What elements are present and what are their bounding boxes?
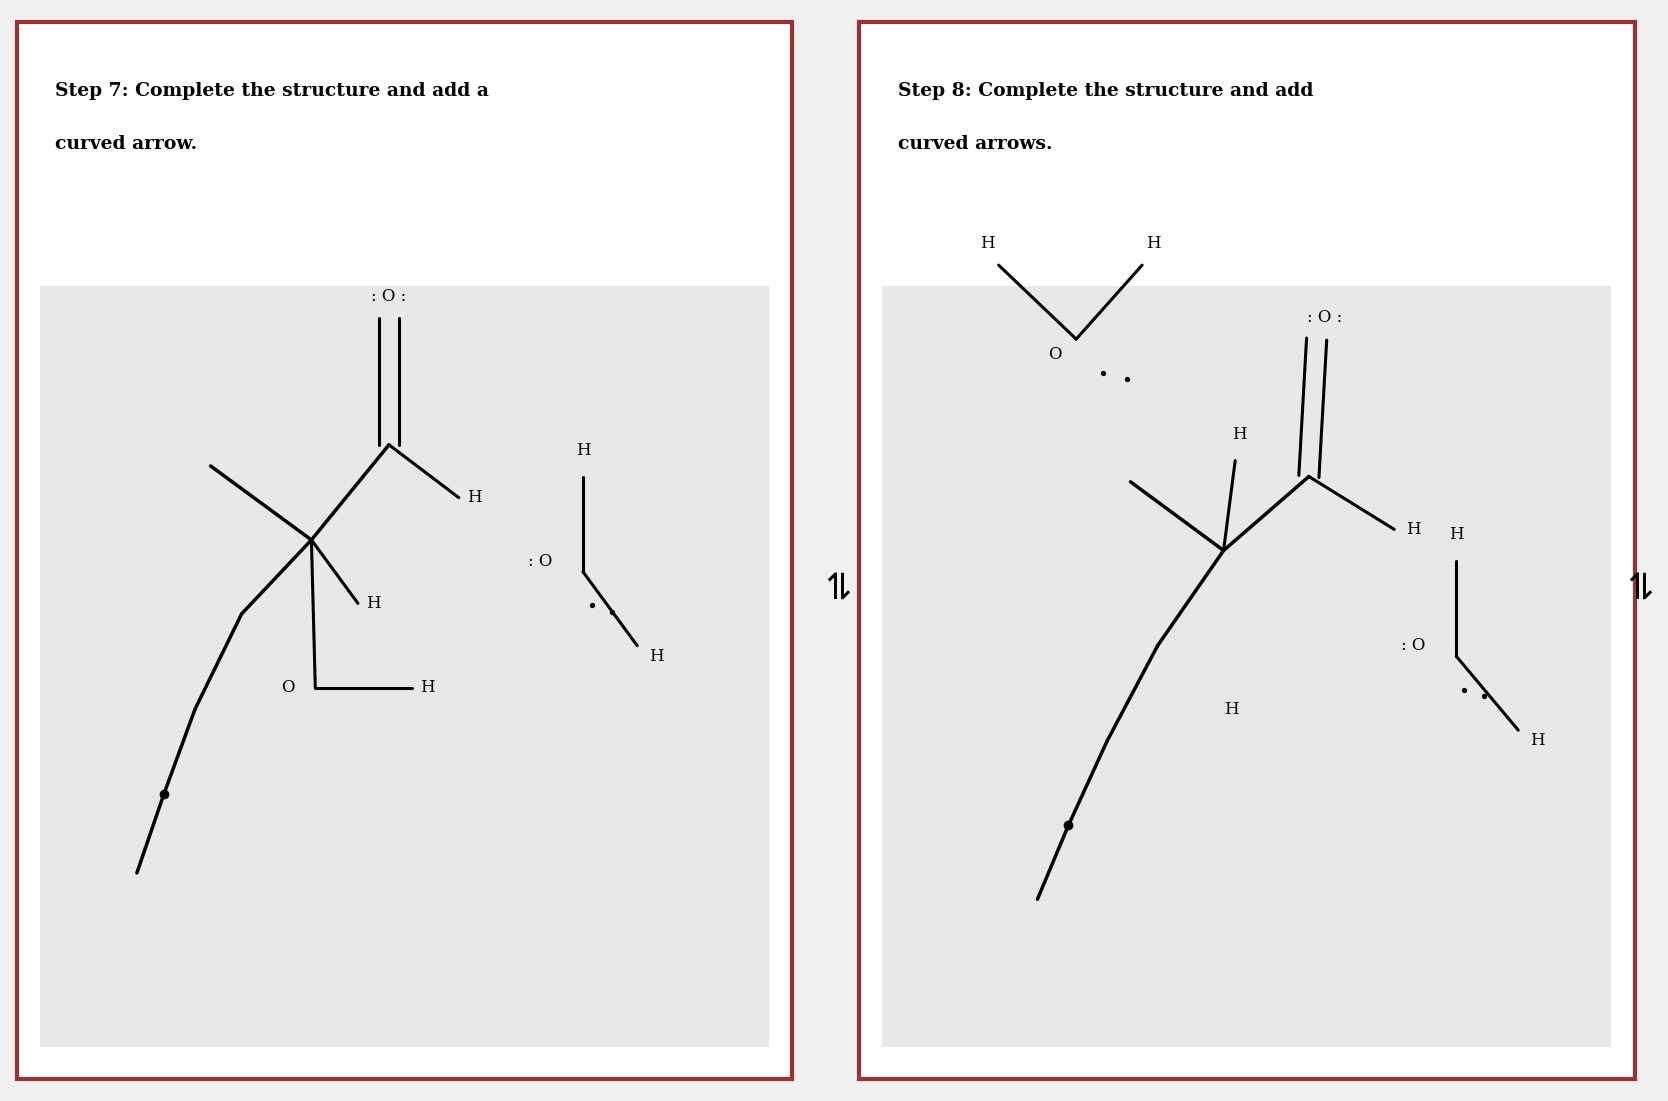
Text: H: H [1146,236,1161,252]
Text: curved arrow.: curved arrow. [55,134,197,153]
Text: H: H [1406,521,1421,538]
Text: ⇌: ⇌ [822,568,856,599]
Text: H: H [575,442,590,459]
Text: Step 7: Complete the structure and add a: Step 7: Complete the structure and add a [55,81,489,100]
Text: curved arrows.: curved arrows. [897,134,1053,153]
Text: : O :: : O : [372,288,407,305]
FancyBboxPatch shape [882,286,1611,1047]
Text: : O :: : O : [1306,309,1343,327]
Text: : O: : O [529,553,552,569]
Text: H: H [1231,426,1246,443]
Text: Step 8: Complete the structure and add: Step 8: Complete the structure and add [897,81,1313,100]
Text: H: H [420,679,435,697]
Text: : O: : O [1401,637,1426,654]
Text: H: H [1449,526,1463,543]
Text: H: H [1224,700,1239,718]
Text: H: H [649,647,664,665]
FancyBboxPatch shape [40,286,769,1047]
FancyBboxPatch shape [859,22,1635,1079]
Text: H: H [979,236,994,252]
Text: O: O [1048,347,1061,363]
Text: H: H [467,489,482,506]
Text: H: H [1530,732,1545,750]
Text: H: H [367,595,380,612]
Text: O: O [282,679,295,697]
FancyBboxPatch shape [17,22,792,1079]
Text: ⇌: ⇌ [1625,568,1658,599]
